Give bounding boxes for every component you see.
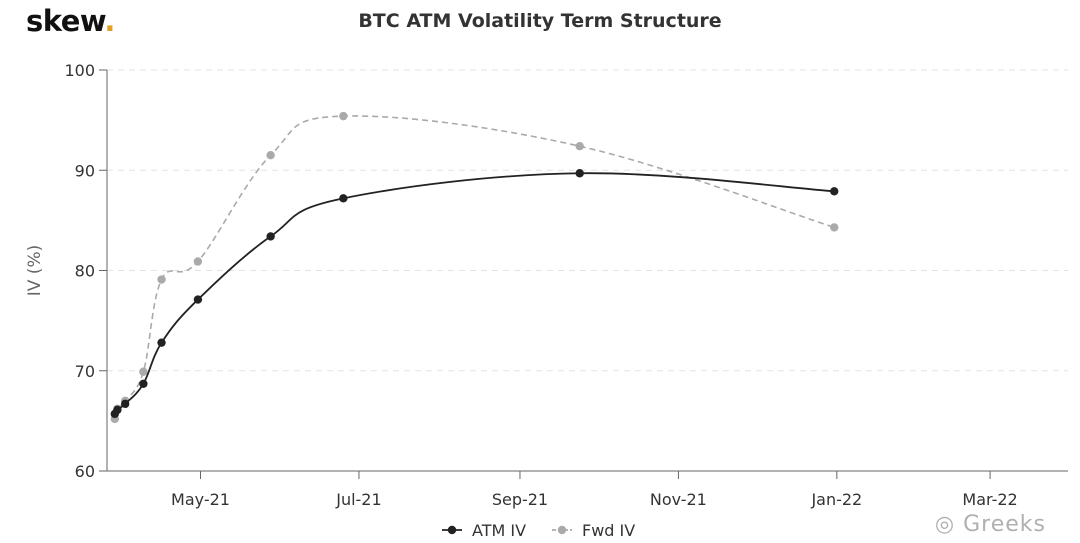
- point-fwd-iv-7[interactable]: [339, 111, 348, 121]
- point-atm-iv-9[interactable]: [830, 187, 839, 196]
- point-fwd-iv-4[interactable]: [157, 275, 166, 284]
- y-tick-label: 80: [75, 262, 95, 281]
- point-atm-iv-8[interactable]: [575, 169, 584, 178]
- wechat-icon: ◎: [934, 512, 956, 537]
- y-axis-label: IV (%): [25, 245, 45, 296]
- chart-title: BTC ATM Volatility Term Structure: [358, 10, 722, 32]
- y-tick-label: 100: [64, 61, 95, 80]
- watermark-text: Greeks: [963, 512, 1046, 537]
- series-line-atm-iv: [114, 172, 835, 415]
- legend: ATM IV Fwd IV: [442, 521, 635, 540]
- brand-name: skew: [26, 4, 105, 38]
- x-tick-label: Nov-21: [650, 490, 707, 509]
- x-tick-label: Jul-21: [335, 490, 381, 509]
- series-line-fwd-iv: [114, 115, 835, 420]
- legend-marker-atm-iv: [447, 525, 457, 535]
- legend-label-atm-iv[interactable]: ATM IV: [472, 521, 526, 540]
- point-atm-iv-7[interactable]: [339, 194, 348, 203]
- point-atm-iv-5[interactable]: [193, 295, 203, 304]
- grid-lines: [107, 69, 1068, 372]
- x-tick-label: Sep-21: [492, 490, 548, 509]
- y-tick-label: 60: [75, 462, 95, 481]
- point-atm-iv-4[interactable]: [157, 338, 166, 347]
- y-tick-label: 70: [75, 362, 95, 381]
- axes: 60 70 80 90 100 May-21 Jul-21 Sep-21 Nov-21 Jan-2…: [25, 61, 1068, 509]
- brand-dot: .: [104, 4, 115, 38]
- y-tick-label: 90: [75, 161, 95, 180]
- point-atm-iv-3[interactable]: [139, 379, 148, 388]
- point-atm-iv-2[interactable]: [120, 399, 130, 409]
- x-tick-label: Mar-22: [962, 490, 1017, 509]
- point-atm-iv-6[interactable]: [266, 232, 275, 241]
- series-layer: [110, 111, 839, 424]
- point-fwd-iv-5[interactable]: [193, 257, 203, 266]
- point-atm-iv-1[interactable]: [113, 405, 122, 415]
- x-tick-label: May-21: [171, 490, 230, 509]
- point-fwd-iv-3[interactable]: [139, 367, 148, 376]
- point-fwd-iv-9[interactable]: [830, 223, 839, 232]
- legend-label-fwd-iv[interactable]: Fwd IV: [582, 521, 635, 540]
- greeks-watermark: ◎ Greeks: [935, 512, 1046, 537]
- point-fwd-iv-6[interactable]: [266, 151, 275, 160]
- legend-marker-fwd-iv: [557, 525, 567, 535]
- point-fwd-iv-8[interactable]: [575, 141, 584, 151]
- skew-logo: skew.: [26, 4, 115, 38]
- x-tick-label: Jan-22: [810, 490, 862, 509]
